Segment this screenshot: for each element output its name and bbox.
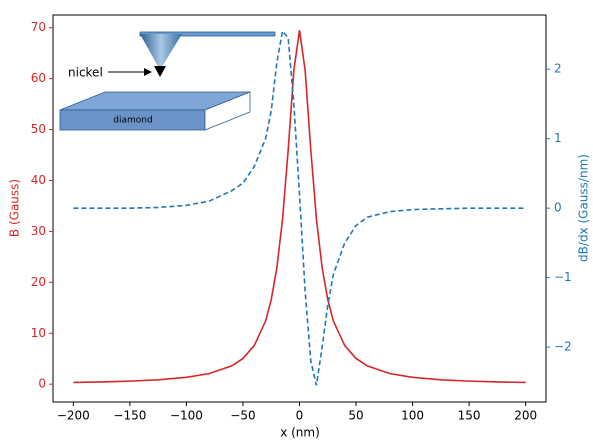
y-tick-label: 70 [31,20,46,34]
x-tick-label: −150 [113,409,146,423]
nickel-tip [154,66,166,77]
x-tick-label: 200 [514,409,537,423]
inset: nickel diamond [59,31,276,131]
tip-cone [140,34,182,70]
y2-axis-label: dB/dx (Gauss/nm) [577,154,591,262]
y-tick-label: 60 [31,71,46,85]
x-tick-label: 50 [348,409,363,423]
y2-tick-label: 1 [554,131,562,145]
series-line [73,29,526,386]
x-tick-label: 0 [296,409,304,423]
x-tick-label: −50 [230,409,255,423]
diamond-label: diamond [113,116,152,126]
nickel-label: nickel [68,66,103,80]
x-tick-label: 100 [401,409,424,423]
slab-side [204,91,251,131]
y-tick-label: 10 [31,326,46,340]
y2-tick-label: 0 [554,201,562,215]
y-tick-label: 30 [31,224,46,238]
y-tick-label: 20 [31,275,46,289]
x-tick-label: 150 [458,409,481,423]
x-tick-label: −100 [170,409,203,423]
y-tick-label: 40 [31,173,46,187]
y-tick-label: 50 [31,122,46,136]
y2-tick-label: −1 [554,270,572,284]
series-line [73,30,526,384]
y-tick-label: 0 [38,377,46,391]
x-tick-label: −200 [57,409,90,423]
y-axis-label: B (Gauss) [8,179,22,237]
x-axis-label: x (nm) [280,426,320,440]
y2-tick-label: −2 [554,340,572,354]
y2-tick-label: 2 [554,62,562,76]
